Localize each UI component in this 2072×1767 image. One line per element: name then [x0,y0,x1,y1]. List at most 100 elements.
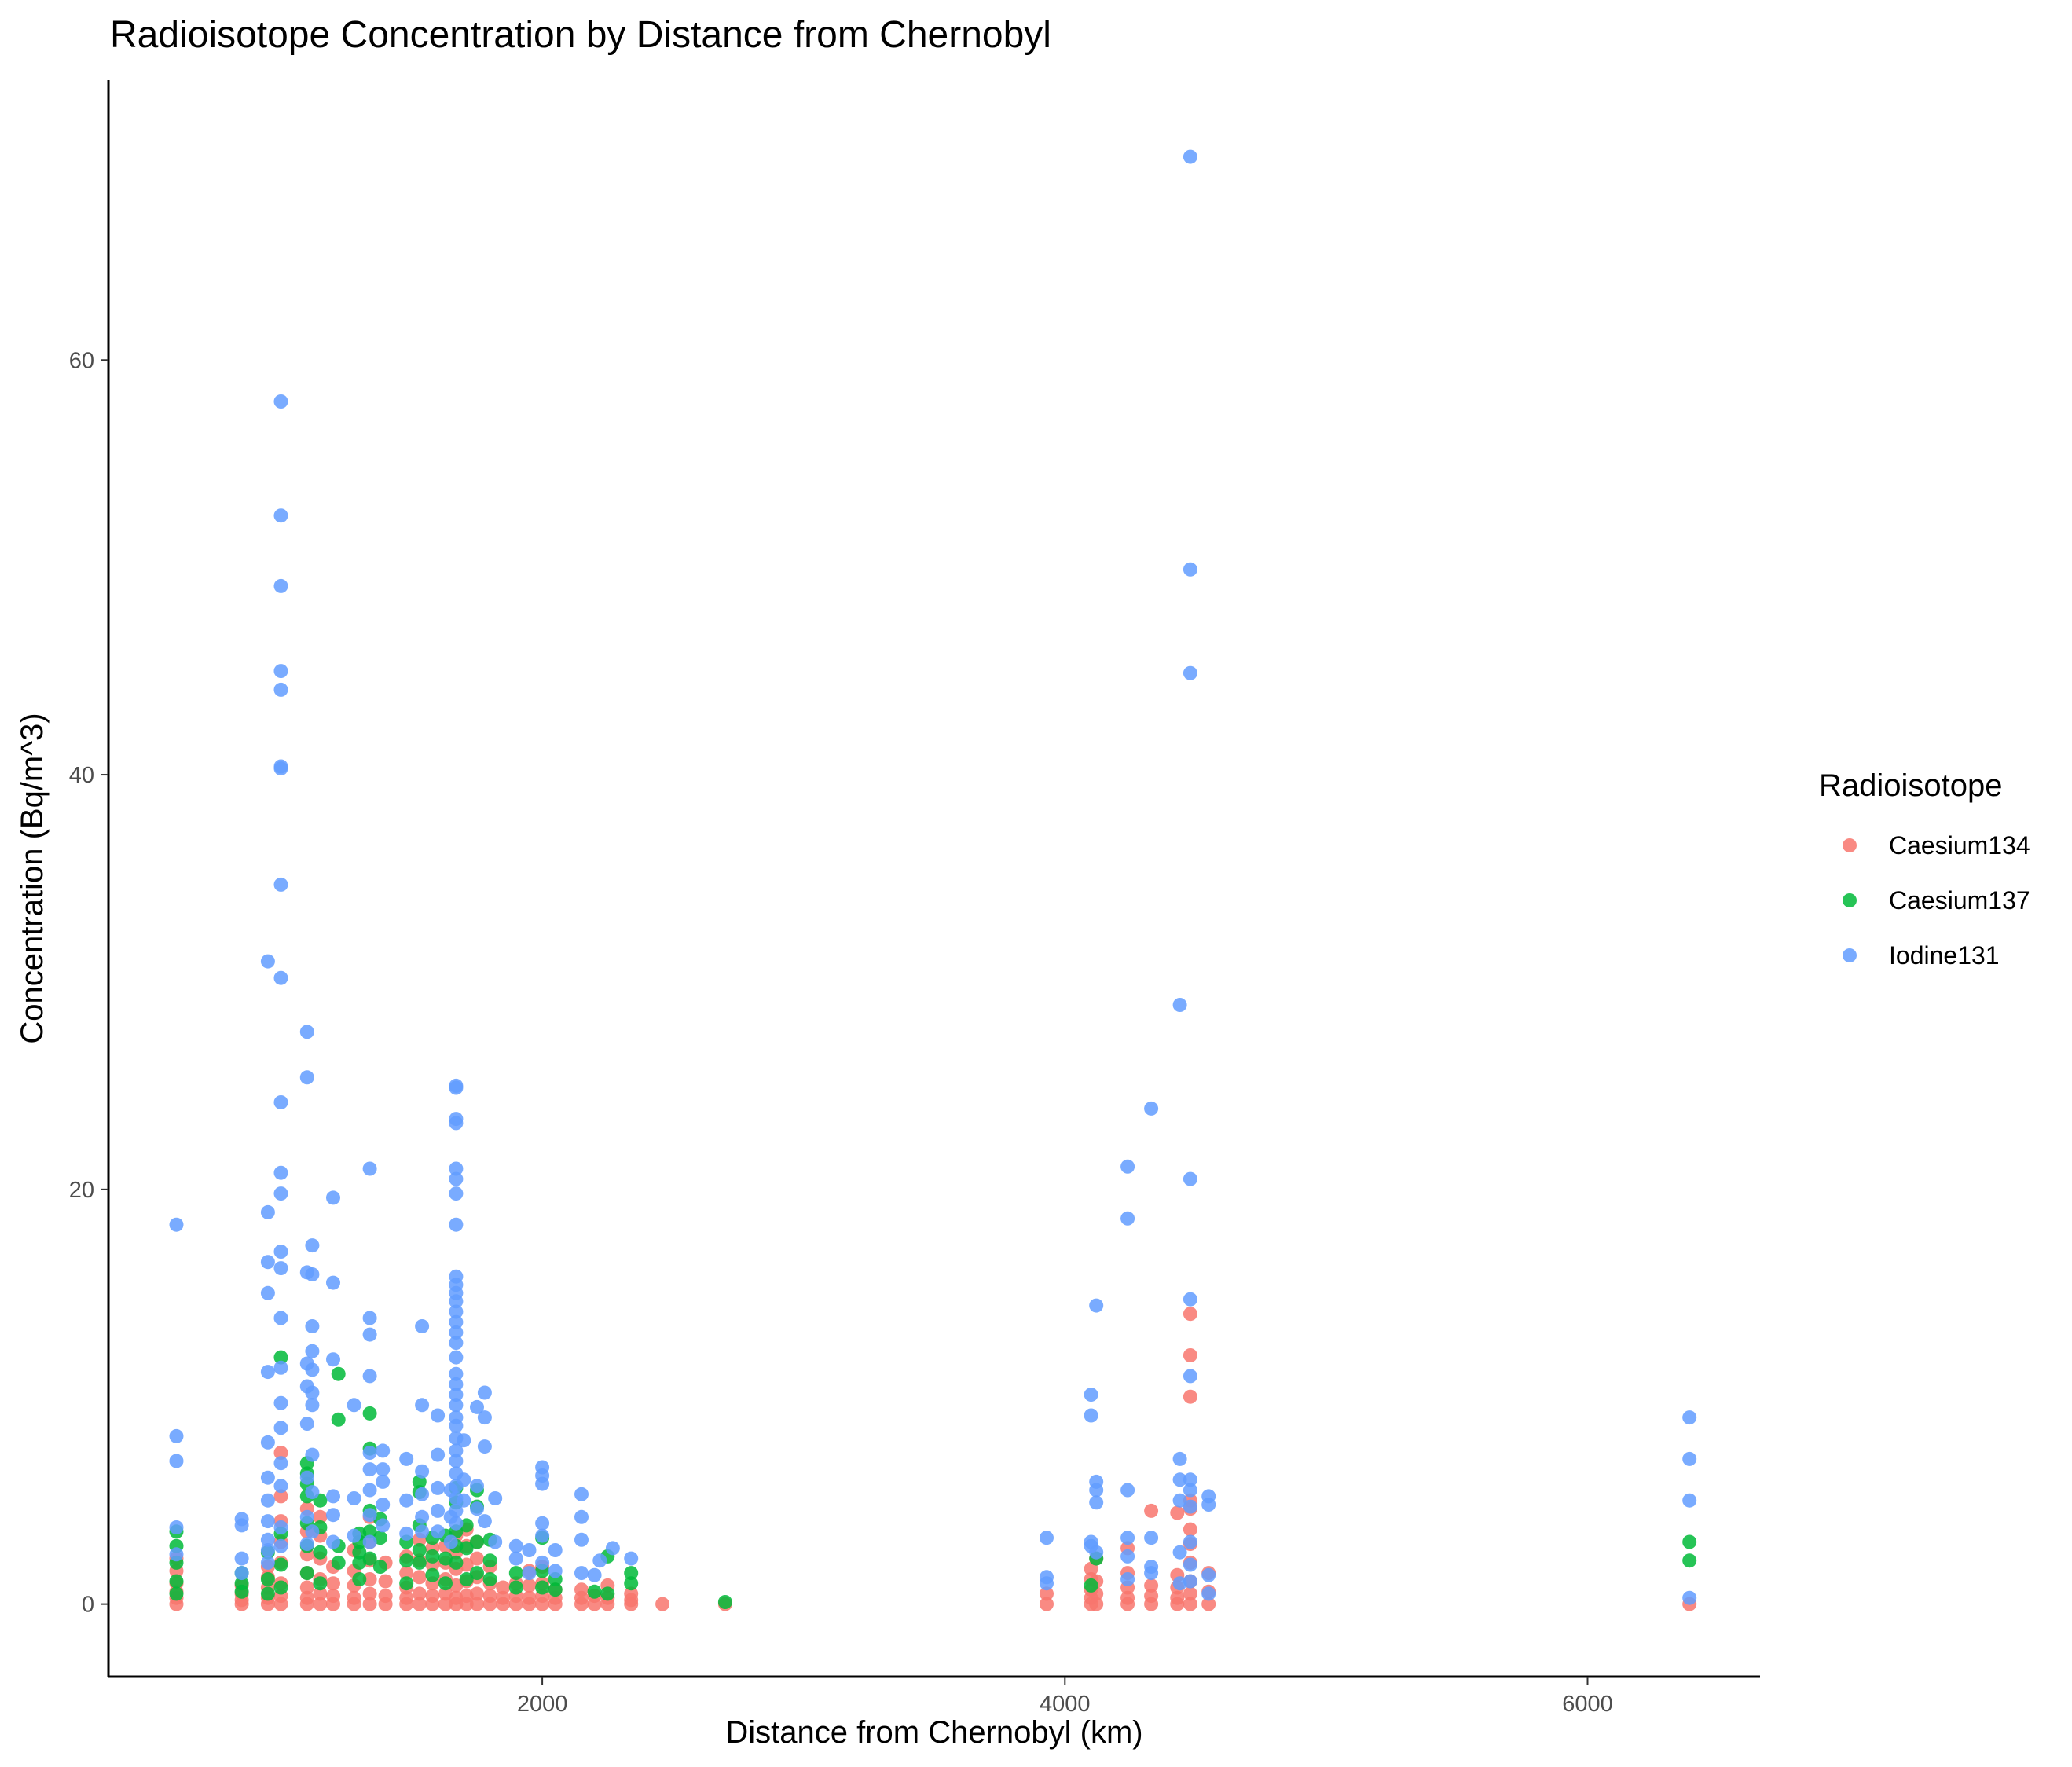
data-point [605,1541,620,1556]
data-point [1183,1534,1197,1549]
data-point [326,1534,340,1549]
data-point [273,1095,288,1109]
data-point [372,1560,387,1575]
x-tick-label: 6000 [1562,1692,1613,1717]
data-point [443,1534,458,1549]
data-point [412,1597,427,1611]
data-point [1682,1493,1697,1508]
y-tick-label: 0 [82,1593,94,1618]
data-point [362,1327,377,1342]
data-point [477,1514,492,1529]
data-point [313,1509,328,1524]
data-point [449,1516,464,1531]
data-point [449,1304,464,1319]
data-point [399,1566,414,1581]
data-point [299,1590,314,1605]
data-point [1120,1531,1135,1545]
data-point [376,1518,391,1533]
data-point [548,1543,563,1557]
data-point [299,1509,314,1524]
data-point [331,1366,346,1381]
data-point [587,1567,602,1582]
data-point [362,1551,377,1566]
data-point [399,1526,414,1541]
data-point [624,1566,639,1581]
data-point [508,1580,523,1595]
data-point [273,1479,288,1494]
data-point [1172,1493,1187,1508]
data-point [1084,1578,1098,1593]
data-point [1183,1369,1197,1384]
data-point [1040,1586,1054,1601]
data-point [1040,1531,1054,1545]
data-points [169,149,1697,1611]
data-point [169,1586,184,1601]
data-point [273,877,288,892]
data-point [459,1541,474,1556]
data-point [1172,1451,1187,1466]
data-point [273,759,288,774]
data-point [574,1566,589,1581]
data-point [412,1586,427,1601]
data-point [326,1275,340,1290]
data-point [362,1524,377,1539]
data-point [362,1483,377,1498]
data-point [273,664,288,679]
data-point [378,1574,393,1589]
data-point [600,1586,615,1601]
data-point [326,1190,340,1205]
data-point [449,1217,464,1232]
data-point [362,1369,377,1384]
data-point [305,1385,320,1400]
data-point [449,1161,464,1176]
data-point [347,1528,361,1543]
data-point [1170,1590,1185,1605]
data-point [1172,998,1187,1012]
data-point [299,1070,314,1085]
data-point [522,1566,537,1581]
data-point [273,1580,288,1595]
data-point [362,1311,377,1325]
data-point [399,1493,414,1508]
data-point [574,1532,589,1547]
data-point [326,1489,340,1504]
data-point [1183,149,1197,164]
chart-title: Radioisotope Concentration by Distance f… [110,14,1051,56]
data-point [1040,1597,1054,1611]
data-point [376,1498,391,1512]
data-point [260,1572,275,1586]
legend-label: Caesium137 [1889,886,2030,915]
data-point [260,1493,275,1508]
legend-title: Radioisotope [1819,768,2003,803]
legend-label: Caesium134 [1889,831,2030,860]
data-point [234,1551,249,1566]
data-point [449,1590,464,1605]
data-point [449,1503,464,1518]
data-point [449,1388,464,1402]
data-point [415,1487,430,1501]
data-point [1172,1472,1187,1487]
data-point [1682,1590,1697,1605]
data-point [470,1566,484,1581]
data-point [449,1398,464,1413]
data-point [273,1311,288,1325]
x-tick-label: 2000 [517,1692,568,1717]
data-point [449,1454,464,1468]
data-point [535,1555,550,1570]
data-point [273,1456,288,1471]
data-point [1682,1534,1697,1549]
data-point [313,1576,328,1591]
data-point [1084,1408,1098,1423]
data-point [1089,1597,1104,1611]
data-point [260,1285,275,1300]
legend-label: Iodine131 [1889,941,2000,970]
data-point [1120,1572,1135,1586]
data-point [548,1582,563,1597]
data-point [438,1576,453,1591]
data-point [362,1508,377,1523]
data-point [1183,1483,1197,1498]
data-point [273,1446,288,1460]
data-point [305,1524,320,1539]
data-point [470,1534,484,1549]
